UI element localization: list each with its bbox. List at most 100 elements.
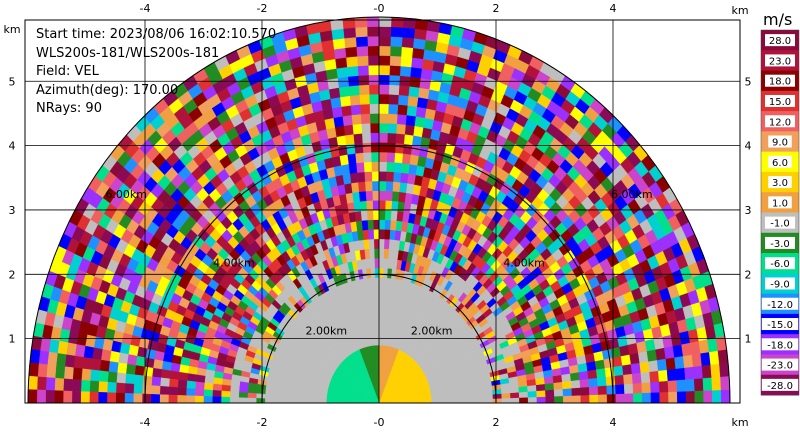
range-gate xyxy=(378,229,385,240)
range-gate xyxy=(409,76,421,88)
range-gate xyxy=(395,133,405,145)
range-gate xyxy=(186,380,196,390)
colorbar-label-bg xyxy=(761,338,799,351)
range-gate xyxy=(344,46,358,58)
range-gate xyxy=(363,161,372,173)
range-gate xyxy=(419,136,431,149)
range-gate xyxy=(63,366,74,380)
range-gate xyxy=(372,200,380,211)
range-gate xyxy=(185,387,196,397)
range-gate xyxy=(54,377,65,392)
range-gate xyxy=(381,296,386,307)
range-gate xyxy=(712,389,722,404)
range-gate xyxy=(354,26,368,38)
range-gate xyxy=(185,395,196,404)
range-gate xyxy=(378,103,389,114)
range-gate xyxy=(383,238,390,250)
field-label: Field: VEL xyxy=(36,64,99,79)
axis-unit-label: km xyxy=(731,4,748,17)
range-gate xyxy=(571,395,582,404)
range-gate xyxy=(553,381,564,390)
range-gate xyxy=(382,267,388,279)
x-tick-label: 4 xyxy=(610,2,617,15)
y-tick-label: 3 xyxy=(9,204,16,217)
range-gate xyxy=(648,359,659,372)
range-gate xyxy=(212,396,222,404)
range-gate xyxy=(203,382,214,391)
range-gate xyxy=(684,366,695,380)
range-gate xyxy=(415,106,427,119)
range-gate xyxy=(368,84,380,95)
range-gate xyxy=(693,377,704,392)
range-gate xyxy=(159,385,170,396)
range-gate xyxy=(176,395,187,404)
colorbar-label: -28.0 xyxy=(767,381,793,392)
range-gate xyxy=(378,209,386,220)
range-gate xyxy=(229,385,240,393)
range-gate xyxy=(356,45,369,57)
range-gate xyxy=(378,190,386,201)
range-gate xyxy=(273,398,283,404)
range-gate xyxy=(397,104,408,116)
range-gate xyxy=(38,350,50,365)
range-gate xyxy=(161,360,172,371)
range-gate xyxy=(264,394,275,400)
range-gate xyxy=(378,64,390,76)
range-gate xyxy=(417,87,430,100)
range-gate xyxy=(365,190,373,202)
colorbar-label-bg xyxy=(761,318,799,331)
range-gate xyxy=(378,238,385,249)
range-gate xyxy=(412,125,424,138)
range-gate xyxy=(178,364,190,374)
range-gate xyxy=(396,113,407,125)
range-gate xyxy=(624,393,634,404)
range-gate xyxy=(410,57,424,69)
range-gate xyxy=(589,394,599,404)
y-tick-label: 1 xyxy=(9,333,16,346)
range-gate xyxy=(168,386,178,396)
range-gate xyxy=(527,390,538,398)
range-ring-label: 4.00km xyxy=(213,256,255,269)
range-gate xyxy=(358,84,370,96)
range-gate xyxy=(368,64,380,76)
range-gate xyxy=(99,359,110,372)
range-gate xyxy=(168,378,179,388)
range-gate xyxy=(386,151,396,163)
range-gate xyxy=(247,397,257,404)
range-gate xyxy=(372,190,380,201)
range-gate xyxy=(367,36,380,47)
range-gate xyxy=(115,382,126,394)
range-gate xyxy=(381,306,386,317)
range-gate xyxy=(374,277,380,288)
axis-unit-label: km xyxy=(3,23,20,36)
colorbar-label: 9.0 xyxy=(772,138,788,149)
range-gate xyxy=(133,393,143,404)
range-gate xyxy=(708,350,720,365)
range-gate xyxy=(115,392,125,404)
range-gate xyxy=(361,123,371,134)
range-gate xyxy=(362,142,372,153)
info-box: Start time: 2023/08/06 16:02:10.570 WLS2… xyxy=(36,26,276,119)
range-gate xyxy=(385,190,393,202)
range-gate xyxy=(169,370,180,381)
range-gate xyxy=(370,151,380,163)
range-gate xyxy=(55,353,67,367)
range-gate xyxy=(666,368,677,381)
range-gate xyxy=(356,171,366,183)
range-gate xyxy=(355,36,368,47)
range-gate xyxy=(606,393,617,404)
range-gate xyxy=(359,103,371,115)
range-gate xyxy=(400,46,414,58)
range-gate xyxy=(344,133,355,146)
colorbar-label: 18.0 xyxy=(769,77,791,88)
range-gate xyxy=(133,383,143,395)
colorbar-label-bg xyxy=(768,135,792,148)
range-gate xyxy=(28,362,39,377)
range-gate xyxy=(382,287,387,298)
range-gate xyxy=(406,105,418,117)
range-gate xyxy=(612,355,623,367)
range-gate xyxy=(691,353,703,367)
range-gate xyxy=(45,389,55,404)
range-gate xyxy=(369,122,380,134)
range-gate xyxy=(362,151,372,163)
